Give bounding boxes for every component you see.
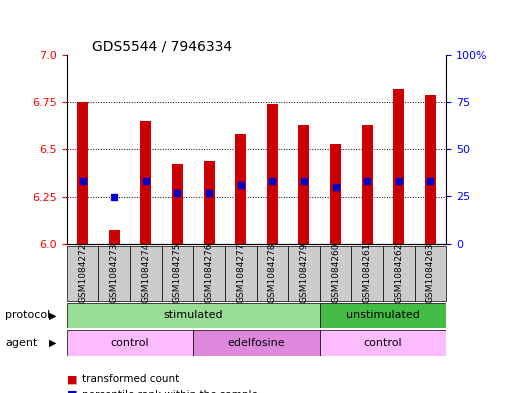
Bar [425,95,436,244]
Text: GSM1084260: GSM1084260 [331,243,340,303]
Text: agent: agent [5,338,37,348]
Bar [140,121,151,244]
FancyBboxPatch shape [320,330,446,356]
Text: stimulated: stimulated [164,310,223,320]
Text: GSM1084275: GSM1084275 [173,243,182,303]
Text: GDS5544 / 7946334: GDS5544 / 7946334 [92,39,232,53]
Bar [109,230,120,244]
Text: edelfosine: edelfosine [228,338,285,348]
FancyBboxPatch shape [193,246,225,301]
Text: transformed count: transformed count [82,374,180,384]
Text: GSM1084277: GSM1084277 [236,243,245,303]
FancyBboxPatch shape [320,303,446,328]
FancyBboxPatch shape [162,246,193,301]
Bar [204,161,214,244]
Text: ■: ■ [67,374,77,384]
Bar [172,164,183,244]
Text: ▶: ▶ [49,338,56,348]
Text: percentile rank within the sample: percentile rank within the sample [82,390,258,393]
FancyBboxPatch shape [320,246,351,301]
FancyBboxPatch shape [67,330,193,356]
FancyBboxPatch shape [256,246,288,301]
FancyBboxPatch shape [288,246,320,301]
Bar [393,89,404,244]
Text: control: control [111,338,149,348]
FancyBboxPatch shape [383,246,415,301]
Text: GSM1084272: GSM1084272 [78,243,87,303]
FancyBboxPatch shape [351,246,383,301]
Text: GSM1084274: GSM1084274 [141,243,150,303]
FancyBboxPatch shape [225,246,256,301]
Bar [77,102,88,244]
Bar [330,144,341,244]
Bar [235,134,246,244]
Text: control: control [364,338,402,348]
Text: protocol: protocol [5,310,50,320]
Bar [362,125,373,244]
Text: GSM1084262: GSM1084262 [394,243,403,303]
FancyBboxPatch shape [98,246,130,301]
Bar [267,104,278,244]
FancyBboxPatch shape [415,246,446,301]
FancyBboxPatch shape [130,246,162,301]
Text: ■: ■ [67,390,77,393]
Text: GSM1084261: GSM1084261 [363,243,372,303]
FancyBboxPatch shape [67,246,98,301]
Text: unstimulated: unstimulated [346,310,420,320]
Text: GSM1084278: GSM1084278 [268,243,277,303]
Text: GSM1084263: GSM1084263 [426,243,435,303]
Text: GSM1084273: GSM1084273 [110,243,119,303]
FancyBboxPatch shape [193,330,320,356]
Text: GSM1084276: GSM1084276 [205,243,213,303]
Text: ▶: ▶ [49,310,56,320]
FancyBboxPatch shape [67,303,320,328]
Bar [299,125,309,244]
Text: GSM1084279: GSM1084279 [300,243,308,303]
